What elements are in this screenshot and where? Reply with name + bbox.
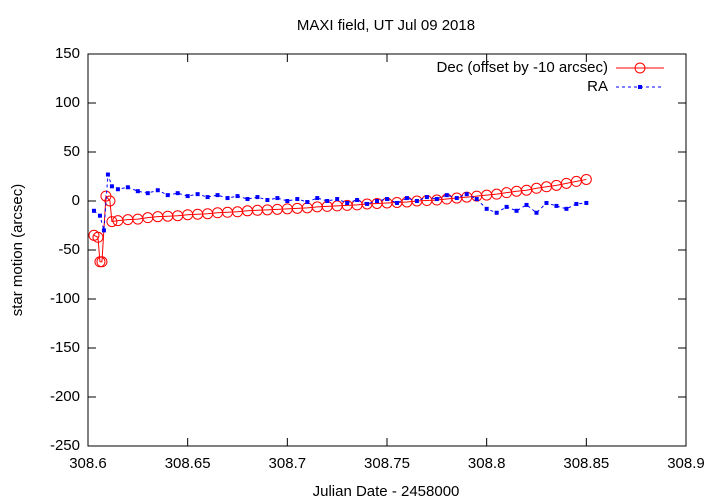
y-tick-label: -200 bbox=[50, 388, 80, 405]
data-point bbox=[564, 206, 569, 211]
data-point bbox=[295, 197, 300, 202]
data-point bbox=[115, 187, 120, 192]
data-point bbox=[125, 185, 130, 190]
data-point bbox=[255, 195, 260, 200]
legend-label: RA bbox=[587, 78, 608, 95]
x-axis-label: Julian Date - 2458000 bbox=[313, 483, 460, 500]
y-tick-label: 100 bbox=[55, 94, 80, 111]
plot-border bbox=[87, 53, 687, 447]
data-point bbox=[444, 193, 449, 198]
data-point bbox=[135, 189, 140, 194]
y-tick-label: -100 bbox=[50, 290, 80, 307]
x-tick-label: 308.8 bbox=[468, 455, 506, 472]
data-point bbox=[434, 197, 439, 202]
data-point bbox=[101, 228, 106, 233]
data-point bbox=[335, 197, 340, 202]
legend-label: Dec (offset by -10 arcsec) bbox=[437, 59, 608, 76]
y-tick-label: -50 bbox=[58, 241, 80, 258]
data-point bbox=[305, 199, 310, 204]
data-point bbox=[92, 231, 104, 243]
data-point bbox=[494, 210, 499, 215]
legend-marker bbox=[638, 85, 642, 89]
data-point bbox=[424, 195, 429, 200]
data-point bbox=[394, 200, 399, 205]
data-point bbox=[104, 195, 116, 207]
series-line bbox=[93, 178, 587, 263]
data-point bbox=[265, 198, 270, 203]
data-point bbox=[504, 204, 509, 209]
data-point bbox=[225, 196, 230, 201]
y-tick-label: 0 bbox=[72, 192, 80, 209]
x-tick-label: 308.85 bbox=[563, 455, 609, 472]
data-point bbox=[315, 196, 320, 201]
data-point bbox=[185, 194, 190, 199]
data-point bbox=[325, 199, 330, 203]
data-point bbox=[145, 191, 150, 196]
data-point bbox=[375, 199, 380, 203]
data-point bbox=[205, 195, 210, 200]
data-point bbox=[534, 210, 539, 215]
y-tick-label: 50 bbox=[63, 143, 80, 160]
data-point bbox=[584, 200, 589, 205]
data-point bbox=[106, 216, 118, 228]
data-point bbox=[109, 184, 114, 189]
y-axis-label: star motion (arcsec) bbox=[9, 184, 26, 317]
x-tick-label: 308.6 bbox=[69, 455, 107, 472]
data-point bbox=[365, 201, 370, 206]
chart-title: MAXI field, UT Jul 09 2018 bbox=[297, 17, 475, 34]
x-tick-label: 308.65 bbox=[165, 455, 211, 472]
data-point bbox=[574, 201, 579, 206]
data-point bbox=[97, 213, 102, 218]
y-tick-label: -150 bbox=[50, 339, 80, 356]
data-point bbox=[414, 199, 419, 203]
x-tick-label: 308.75 bbox=[364, 455, 410, 472]
data-point bbox=[345, 200, 350, 205]
data-point bbox=[484, 206, 489, 211]
data-point bbox=[464, 192, 469, 197]
data-point bbox=[285, 199, 290, 203]
data-point bbox=[245, 197, 250, 202]
data-point bbox=[454, 196, 459, 201]
data-point bbox=[91, 208, 96, 213]
data-point bbox=[404, 196, 409, 201]
data-point bbox=[554, 203, 559, 208]
y-tick-label: -250 bbox=[50, 437, 80, 454]
data-point bbox=[514, 208, 519, 213]
data-point bbox=[155, 188, 160, 193]
data-point bbox=[355, 198, 360, 203]
data-point bbox=[96, 256, 108, 268]
data-point bbox=[105, 172, 110, 177]
x-tick-label: 308.7 bbox=[269, 455, 307, 472]
data-point bbox=[580, 173, 592, 185]
data-point bbox=[235, 194, 240, 199]
data-point bbox=[385, 197, 389, 202]
data-point bbox=[544, 200, 549, 205]
legend-marker bbox=[634, 62, 646, 74]
data-point bbox=[195, 192, 200, 197]
data-point bbox=[175, 191, 180, 196]
data-point bbox=[165, 193, 170, 198]
x-tick-label: 308.9 bbox=[667, 455, 705, 472]
data-point bbox=[275, 196, 280, 201]
data-point bbox=[215, 193, 220, 198]
data-point bbox=[474, 197, 479, 202]
data-point bbox=[524, 202, 529, 207]
y-tick-label: 150 bbox=[55, 45, 80, 62]
